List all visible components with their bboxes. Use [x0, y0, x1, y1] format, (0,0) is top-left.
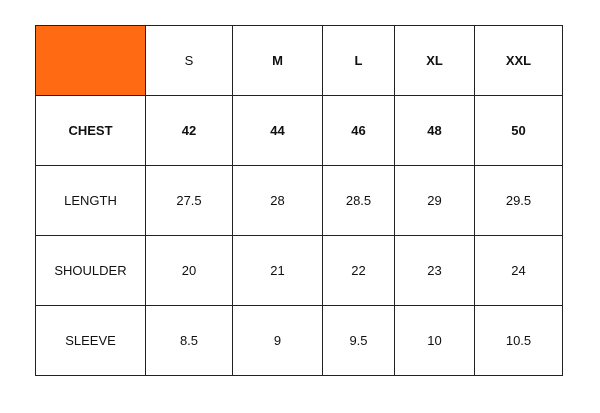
measure-value: 9.5	[322, 305, 395, 376]
measure-row: SLEEVE 8.5 9 9.5 10 10.5	[35, 305, 563, 376]
measure-value: 23	[394, 235, 475, 306]
measure-value: 28	[232, 165, 323, 236]
measure-label: CHEST	[35, 95, 146, 166]
measure-value: 50	[474, 95, 563, 166]
size-header: XL	[394, 25, 475, 96]
size-chart: S M L XL XXL CHEST 42 44 46 48 50 LENGTH 27.5 28…	[35, 25, 563, 376]
measure-value: 27.5	[145, 165, 233, 236]
measure-label: SLEEVE	[35, 305, 146, 376]
measure-value: 9	[232, 305, 323, 376]
measure-value: 29.5	[474, 165, 563, 236]
table-body: S M L XL XXL CHEST 42 44 46 48 50 LENGTH 27.5 28…	[35, 25, 563, 376]
measure-label: LENGTH	[35, 165, 146, 236]
measure-value: 8.5	[145, 305, 233, 376]
measure-row: LENGTH 27.5 28 28.5 29 29.5	[35, 165, 563, 236]
measure-row: CHEST 42 44 46 48 50	[35, 95, 563, 166]
measure-value: 21	[232, 235, 323, 306]
measure-value: 10	[394, 305, 475, 376]
measure-value: 22	[322, 235, 395, 306]
measure-value: 24	[474, 235, 563, 306]
measure-value: 42	[145, 95, 233, 166]
measure-value: 44	[232, 95, 323, 166]
size-header: M	[232, 25, 323, 96]
measure-value: 10.5	[474, 305, 563, 376]
measure-value: 46	[322, 95, 395, 166]
measure-value: 29	[394, 165, 475, 236]
size-header: S	[145, 25, 233, 96]
measure-value: 28.5	[322, 165, 395, 236]
measure-row: SHOULDER 20 21 22 23 24	[35, 235, 563, 306]
measure-label: SHOULDER	[35, 235, 146, 306]
measure-value: 20	[145, 235, 233, 306]
corner-cell	[35, 25, 146, 96]
size-header: L	[322, 25, 395, 96]
size-header: XXL	[474, 25, 563, 96]
header-row: S M L XL XXL	[35, 25, 563, 96]
measure-value: 48	[394, 95, 475, 166]
